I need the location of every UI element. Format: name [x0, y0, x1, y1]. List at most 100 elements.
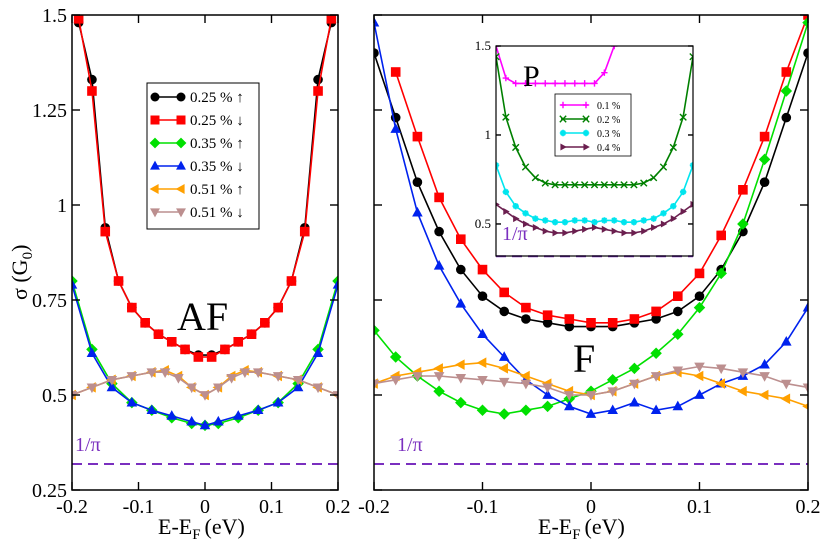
af-legend-marker: [175, 137, 187, 149]
p-plot-area: [496, 46, 693, 237]
af-legend-label: 0.51 % ↑: [190, 182, 244, 198]
af-series-4-point: [166, 410, 178, 420]
p-series-4-point: [503, 207, 510, 216]
af-legend-marker: [176, 115, 186, 125]
p-series-4-point: [591, 224, 599, 232]
f-series-6-point: [737, 368, 749, 378]
af-series-2-point: [206, 352, 217, 362]
f-series-6-point: [374, 379, 380, 390]
af-legend-marker: [176, 92, 186, 102]
p-series-3-point: [581, 217, 588, 224]
p-series-3-point: [551, 218, 559, 226]
f-series-6-point: [759, 372, 770, 382]
p-series-2-point: [600, 181, 609, 189]
p-legend-label: 0.4 %: [597, 143, 620, 154]
af-legend: 0.25 % ↑ 0.25 % ↓ 0.35 % ↑ 0.35 % ↓ 0.51 % ↑…: [146, 82, 260, 230]
p-series-1-point: [542, 80, 549, 87]
p-series-4-point: [670, 215, 678, 223]
p-series-3-point: [670, 202, 677, 210]
af-series-4-point: [199, 419, 211, 430]
af-series-4-point: [292, 381, 304, 392]
f-series-5-point: [802, 403, 808, 410]
f-series-2: [390, 15, 808, 328]
af-series-2-point: [220, 344, 230, 355]
af-series-6-point: [292, 375, 304, 386]
p-series-2-point: [689, 52, 693, 61]
af-series-4-point: [72, 279, 78, 289]
f-series-1-point: [564, 321, 575, 332]
f-series-6-point: [542, 383, 553, 394]
p-series-2-point: [496, 52, 500, 61]
f-series-2-point: [803, 15, 808, 20]
f-series-3-point: [628, 362, 641, 375]
af-series-2-point: [140, 318, 150, 328]
y-axis-title: σ (G0): [7, 245, 36, 300]
f-panel: 1/π F -0.2 -0.1 0 0.1 0.2 E-EF (eV): [358, 14, 821, 543]
p-series-3-point: [660, 210, 667, 217]
p-series-4-point: [690, 200, 693, 208]
f-x-tick-label: 0.1: [687, 496, 712, 518]
p-series-2-point: [649, 174, 658, 182]
p-series-3-point: [630, 218, 638, 226]
af-series-4-point: [86, 347, 98, 358]
f-series-5-point: [498, 363, 509, 374]
af-series-2-point: [299, 226, 310, 237]
f-x-tick-label: 0: [586, 496, 596, 518]
p-series-4-point: [601, 225, 609, 233]
p-series-4-point: [631, 229, 638, 237]
f-series-3-point: [650, 347, 662, 359]
f-series-3-point: [476, 404, 489, 416]
f-series-1-point: [759, 177, 770, 187]
f-series-group: [374, 15, 808, 420]
af-series-2-point: [180, 344, 190, 355]
af-series-2-point: [260, 318, 270, 328]
f-series-2-point: [456, 234, 466, 244]
p-series-2-point: [640, 179, 648, 187]
af-legend-marker: [150, 115, 160, 125]
p-series-3-point: [679, 188, 687, 196]
f-series-2-point: [586, 318, 596, 328]
f-series-2-point: [716, 230, 726, 241]
af-series-group: [72, 15, 338, 432]
af-legend-marker: [176, 160, 186, 170]
af-series-2-point: [273, 302, 283, 313]
f-series-2-point: [521, 302, 531, 313]
f-series-2-point: [651, 306, 661, 317]
p-series-2: [496, 52, 693, 189]
p-series-4-point: [660, 220, 668, 228]
p-series-2-point: [659, 163, 668, 171]
f-series-1-point: [521, 314, 531, 324]
f-series-2-point: [477, 264, 488, 275]
f-series-4-point: [781, 336, 792, 346]
f-series-4-point: [390, 123, 401, 133]
p-legend-marker: [560, 143, 567, 151]
f-series-6-point: [520, 379, 532, 390]
f-series-3-point: [606, 374, 619, 386]
p-series-2-point: [571, 181, 579, 189]
p-series-1: [496, 46, 618, 87]
af-series-4-point: [106, 381, 118, 392]
f-series-5-point: [476, 357, 487, 368]
f-x-tick-label: 0.2: [796, 496, 821, 518]
f-series-2-point: [629, 314, 640, 324]
p-series-1-point: [591, 80, 598, 87]
f-series-6-point: [629, 379, 640, 390]
p-legend-marker: [583, 143, 590, 151]
af-series-2-point: [113, 276, 124, 286]
p-series-1-point: [532, 80, 539, 87]
f-series-5-point: [715, 378, 726, 389]
f-series-6-point: [433, 372, 445, 382]
f-series-5-point: [758, 389, 769, 401]
af-x-tick-label: -0.2: [56, 496, 88, 518]
af-series-2: [73, 15, 337, 362]
af-legend-marker: [150, 92, 160, 102]
p-series-4-point: [562, 229, 569, 237]
f-series-6-point: [781, 379, 792, 390]
af-series-6-point: [146, 368, 158, 378]
f-series-4-point: [477, 328, 488, 339]
af-series-6-point: [106, 375, 118, 386]
af-series-4-point: [272, 396, 284, 407]
af-series-4-point: [312, 347, 324, 358]
af-series-2-point: [87, 86, 97, 96]
